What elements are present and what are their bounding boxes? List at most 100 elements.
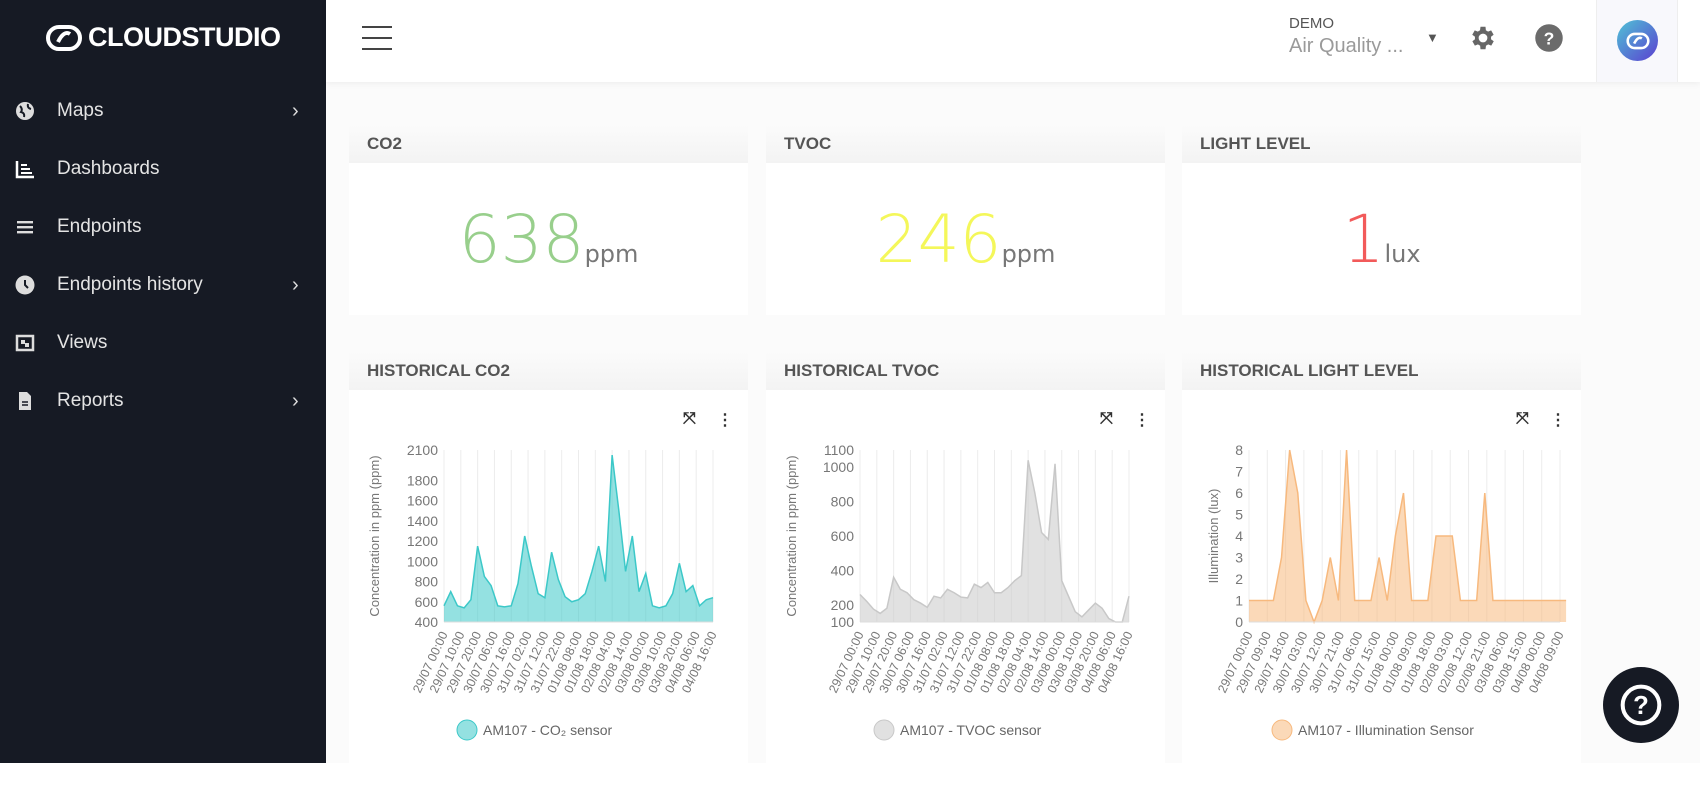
caret-down-icon[interactable]: ▼	[1426, 30, 1439, 45]
kpi-card-title: LIGHT LEVEL	[1182, 125, 1581, 163]
y-tick-label: 2100	[407, 442, 438, 458]
sidebar-item-label: Endpoints	[57, 216, 142, 237]
kpi-card: 1lux	[1182, 163, 1581, 315]
chevron-right-icon: ›	[292, 389, 299, 412]
kpi-value: 1	[1342, 201, 1385, 278]
views-icon	[15, 334, 35, 352]
brand-logo[interactable]: CLOUDSTUDIO	[46, 22, 281, 53]
chart-card: ⤧ ⋮ 29/07 00:00 29/07 09:00 29/07 18:00 30/07…	[1182, 390, 1581, 763]
sidebar-item-endpoints[interactable]: Endpoints	[0, 207, 326, 247]
chart-card-title: HISTORICAL CO2	[349, 352, 748, 390]
sidebar-item-label: Endpoints history	[57, 274, 203, 295]
y-tick-label: 800	[415, 574, 439, 590]
kpi-card: 638ppm	[349, 163, 748, 315]
legend-label: AM107 - Illumination Sensor	[1298, 722, 1474, 738]
y-axis-label: Concentration in ppm (ppm)	[367, 455, 382, 616]
kpi-unit: lux	[1384, 240, 1421, 268]
y-tick-label: 400	[831, 562, 855, 578]
y-tick-label: 400	[415, 614, 439, 630]
legend-marker	[456, 719, 478, 741]
list-icon	[17, 221, 33, 234]
chart-card-title: HISTORICAL TVOC	[766, 352, 1165, 390]
kpi-value: 246	[875, 201, 1002, 278]
y-tick-label: 600	[415, 594, 439, 610]
y-tick-label: 2	[1235, 571, 1243, 587]
y-tick-label: 7	[1235, 464, 1243, 480]
legend-marker	[873, 719, 895, 741]
y-axis-label: Concentration in ppm (ppm)	[784, 455, 799, 616]
expand-icon[interactable]: ⤧	[683, 410, 696, 427]
more-options-icon[interactable]: ⋮	[1550, 412, 1566, 429]
help-fab-button[interactable]: ?	[1603, 667, 1679, 743]
expand-icon[interactable]: ⤧	[1100, 410, 1113, 427]
sidebar-item-label: Maps	[57, 100, 104, 121]
kpi-value: 638	[458, 201, 585, 278]
kpi-unit: ppm	[1001, 240, 1056, 268]
kpi-card-title: CO2	[349, 125, 748, 163]
sidebar-item-dashboards[interactable]: Dashboards	[0, 149, 326, 189]
file-icon	[19, 392, 31, 410]
y-tick-label: 100	[831, 614, 855, 630]
avatar[interactable]	[1617, 20, 1658, 61]
legend-label: AM107 - CO₂ sensor	[483, 722, 612, 738]
y-tick-label: 1000	[407, 553, 438, 569]
sidebar-item-label: Dashboards	[57, 158, 160, 179]
y-tick-label: 8	[1235, 442, 1243, 458]
legend-label: AM107 - TVOC sensor	[900, 722, 1042, 738]
chevron-right-icon: ›	[292, 99, 299, 122]
chart-bar-icon	[15, 161, 34, 179]
y-tick-label: 6	[1235, 485, 1243, 501]
help-icon[interactable]: ?	[1534, 23, 1564, 53]
series-area	[1249, 450, 1567, 622]
globe-icon	[16, 102, 34, 120]
y-tick-label: 1000	[823, 459, 854, 475]
organization-label: DEMO	[1289, 15, 1334, 32]
sidebar: CLOUDSTUDIO Maps › Dashboards Endpoints Endp…	[0, 0, 326, 763]
y-tick-label: 1200	[407, 533, 438, 549]
sidebar-item-label: Reports	[57, 390, 124, 411]
chevron-right-icon: ›	[292, 273, 299, 296]
sidebar-item-reports[interactable]: Reports ›	[0, 381, 326, 421]
y-tick-label: 3	[1235, 550, 1243, 566]
y-tick-label: 1	[1235, 593, 1243, 609]
user-menu[interactable]	[1596, 0, 1678, 82]
kpi-card: 246ppm	[766, 163, 1165, 315]
avatar-logo-icon	[1625, 32, 1650, 49]
series-line	[443, 454, 714, 609]
sidebar-item-maps[interactable]: Maps ›	[0, 91, 326, 131]
series-line	[859, 460, 1130, 623]
y-tick-label: 800	[831, 494, 855, 510]
y-tick-label: 600	[831, 528, 855, 544]
sidebar-item-views[interactable]: Views	[0, 323, 326, 363]
clock-icon	[15, 275, 35, 295]
gear-icon[interactable]	[1468, 23, 1498, 53]
y-tick-label: 200	[831, 597, 855, 613]
expand-icon[interactable]: ⤧	[1516, 410, 1529, 427]
y-axis-label: Illumination (lux)	[1206, 489, 1221, 584]
svg-text:?: ?	[1544, 28, 1555, 48]
chart-card: ⤧ ⋮ 29/07 00:00 29/07 10:00 29/07 20:00 30/07…	[349, 390, 748, 763]
more-options-icon[interactable]: ⋮	[1134, 412, 1150, 429]
y-tick-label: 0	[1235, 614, 1243, 630]
cloudstudio-logo-icon	[46, 24, 82, 51]
y-tick-label: 5	[1235, 507, 1243, 523]
menu-toggle-button[interactable]	[362, 26, 392, 50]
y-tick-label: 1800	[407, 472, 438, 488]
y-tick-label: 1100	[824, 442, 854, 458]
y-tick-label: 4	[1235, 528, 1243, 544]
top-header: DEMO Air Quality ... ▼ ?	[326, 0, 1700, 82]
more-options-icon[interactable]: ⋮	[717, 412, 733, 429]
sidebar-item-endpoints-history[interactable]: Endpoints history ›	[0, 265, 326, 305]
series-line	[1249, 449, 1567, 625]
legend-marker	[1271, 719, 1293, 741]
brand-name: CLOUDSTUDIO	[88, 22, 281, 52]
y-tick-label: 1600	[407, 493, 438, 509]
sidebar-item-label: Views	[57, 332, 108, 353]
y-tick-label: 1400	[407, 513, 438, 529]
kpi-card-title: TVOC	[766, 125, 1165, 163]
series-area	[444, 455, 713, 622]
dashboard-selector[interactable]: Air Quality ...	[1289, 35, 1404, 57]
